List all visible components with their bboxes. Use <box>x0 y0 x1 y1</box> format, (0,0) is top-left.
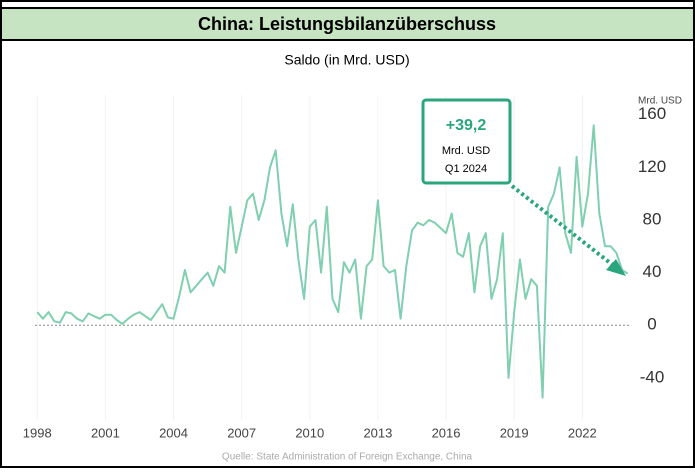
subtitle: Saldo (in Mrd. USD) <box>284 52 409 68</box>
x-tick-label: 2001 <box>91 425 120 440</box>
x-tick-label: 2022 <box>568 425 597 440</box>
y-tick-label: 40 <box>643 262 662 281</box>
source: Quelle: State Administration of Foreign … <box>222 452 473 463</box>
chart-title: China: Leistungsbilanzüberschuss <box>198 14 496 34</box>
y-tick-label: 80 <box>643 209 662 228</box>
plot: 1998 2001 2004 2007 2010 2013 2016 2019 2022 -40 0… <box>23 95 666 440</box>
annotation-unit: Mrd. USD <box>442 145 490 157</box>
y-tick-label: 160 <box>638 104 666 123</box>
arrow-head <box>606 259 626 276</box>
title-bar <box>0 7 695 41</box>
x-tick-label: 1998 <box>23 425 52 440</box>
x-tick-label: 2010 <box>295 425 324 440</box>
annotation-box <box>421 98 512 185</box>
y-unit: Mrd. USD <box>638 96 682 107</box>
x-tick-label: 2016 <box>432 425 461 440</box>
x-tick-label: 2019 <box>500 425 529 440</box>
x-tick-label: 2004 <box>159 425 188 440</box>
annotation-period: Q1 2024 <box>445 163 487 175</box>
y-tick-label: 0 <box>647 315 656 334</box>
y-tick-label: -40 <box>640 367 665 386</box>
y-tick-label: 120 <box>638 157 666 176</box>
annotation-value: +39,2 <box>446 117 487 134</box>
x-tick-label: 2007 <box>227 425 256 440</box>
series-line <box>36 124 629 399</box>
arrow <box>510 184 616 268</box>
x-tick-label: 2013 <box>363 425 392 440</box>
